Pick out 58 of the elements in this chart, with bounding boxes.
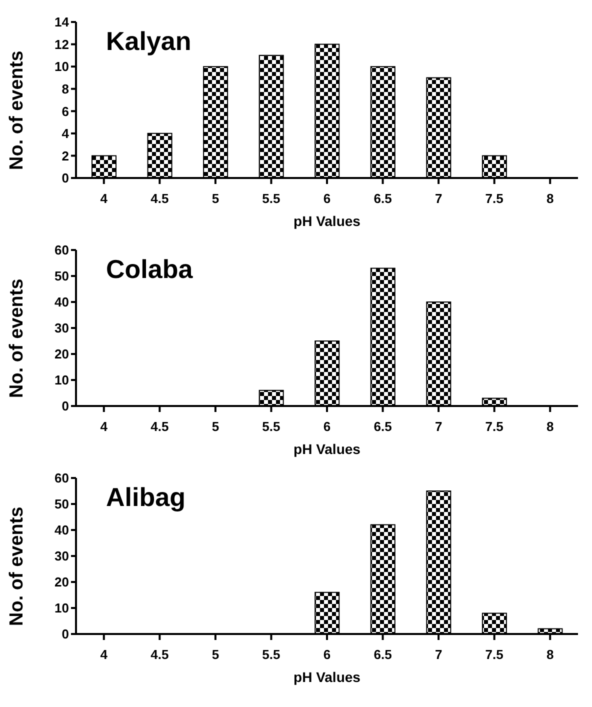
y-tick-label: 14 xyxy=(54,14,70,30)
y-tick-label: 10 xyxy=(54,372,69,388)
chart-title: Colaba xyxy=(106,254,193,285)
y-tick-label: 4 xyxy=(62,126,70,142)
x-tick-label: 7.5 xyxy=(485,191,504,206)
x-axis-title: pH Values xyxy=(294,669,361,685)
x-tick-label: 6 xyxy=(323,191,331,206)
x-tick-label: 4 xyxy=(100,191,108,206)
y-tick-label: 40 xyxy=(54,522,69,538)
x-tick-label: 8 xyxy=(546,191,554,206)
y-tick-label: 30 xyxy=(54,548,69,564)
y-axis-title: No. of events xyxy=(6,50,28,170)
x-axis-title: pH Values xyxy=(294,441,361,457)
chart-title: Alibag xyxy=(106,482,186,513)
y-tick-label: 0 xyxy=(62,398,69,414)
x-tick-label: 7 xyxy=(434,191,442,206)
y-tick-label: 20 xyxy=(54,574,69,590)
x-tick-label: 7 xyxy=(434,647,442,662)
x-tick-label: 4 xyxy=(100,647,108,662)
chart-title: Kalyan xyxy=(106,26,192,57)
y-tick-label: 0 xyxy=(62,170,69,186)
y-tick-label: 10 xyxy=(54,59,69,74)
y-tick-label: 40 xyxy=(54,294,69,310)
y-tick-label: 60 xyxy=(54,242,69,258)
x-tick-label: 6.5 xyxy=(374,419,392,434)
x-axis-title: pH Values xyxy=(294,213,361,229)
x-tick-label: 5.5 xyxy=(262,647,280,662)
x-tick-label: 8 xyxy=(546,647,554,662)
y-tick-label: 60 xyxy=(54,470,69,486)
y-tick-label: 2 xyxy=(62,148,69,164)
x-tick-label: 5 xyxy=(212,191,220,206)
x-tick-label: 4.5 xyxy=(150,419,169,434)
x-tick-label: 7.5 xyxy=(485,647,504,662)
x-tick-label: 7.5 xyxy=(485,419,504,434)
x-tick-label: 7 xyxy=(434,419,442,434)
y-axis-title: No. of events xyxy=(6,278,28,398)
y-tick-label: 10 xyxy=(54,600,69,616)
x-tick-label: 4.5 xyxy=(150,647,169,662)
y-tick-label: 50 xyxy=(54,268,69,284)
y-axis-title: No. of events xyxy=(6,506,28,626)
y-tick-label: 30 xyxy=(54,320,69,336)
y-tick-label: 8 xyxy=(62,81,69,96)
x-tick-label: 8 xyxy=(546,419,554,434)
x-tick-label: 6.5 xyxy=(374,647,392,662)
x-tick-label: 5.5 xyxy=(262,419,280,434)
x-tick-label: 6 xyxy=(323,647,331,662)
y-tick-label: 0 xyxy=(62,626,69,642)
x-tick-label: 5.5 xyxy=(262,191,280,206)
x-tick-label: 4 xyxy=(100,419,108,434)
x-tick-label: 5 xyxy=(212,647,220,662)
x-tick-label: 5 xyxy=(212,419,220,434)
y-tick-label: 6 xyxy=(62,104,69,119)
x-tick-label: 4.5 xyxy=(150,191,169,206)
x-tick-label: 6.5 xyxy=(374,191,392,206)
y-tick-label: 20 xyxy=(54,346,69,362)
y-tick-label: 12 xyxy=(54,36,69,52)
y-tick-label: 50 xyxy=(54,496,69,512)
x-tick-label: 6 xyxy=(323,419,331,434)
